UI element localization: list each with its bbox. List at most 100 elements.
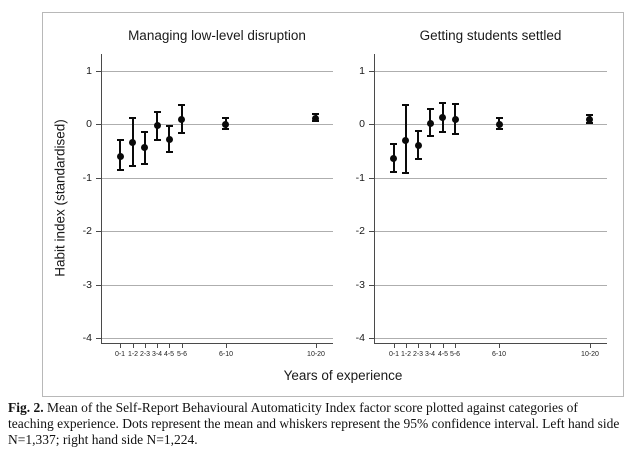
- x-tick-label: 10-20: [307, 351, 325, 358]
- plot-area: 1 0 -1 -2 -3 -4 0-1 1-2 2-3 3-4 4-5 5-6 6-10 10-20: [356, 54, 607, 358]
- mean-dot: [312, 114, 320, 122]
- whisker-cap-top: [426, 108, 434, 110]
- x-tick-label: 6-10: [218, 351, 233, 358]
- x-tick: [499, 343, 500, 348]
- x-tick: [590, 343, 591, 348]
- whisker-cap-top: [178, 104, 186, 106]
- mean-dot: [495, 120, 503, 128]
- whisker-cap-bottom: [141, 163, 149, 165]
- panel-title: Managing low-level disruption: [128, 28, 306, 43]
- whisker-cap-bottom: [495, 128, 503, 130]
- whisker-cap-bottom: [586, 122, 594, 124]
- whisker-cap-bottom: [153, 139, 161, 141]
- figure-border: [42, 12, 624, 397]
- mean-dot: [451, 115, 459, 123]
- mean-dot: [129, 138, 137, 146]
- x-tick-label: 0-1: [114, 351, 126, 358]
- gridline: [375, 178, 607, 179]
- x-tick: [455, 343, 456, 348]
- whisker-cap-top: [116, 139, 124, 141]
- gridline: [102, 71, 333, 72]
- y-tick: [96, 285, 102, 286]
- figure-caption: Fig. 2. Mean of the Self-Report Behaviou…: [8, 400, 622, 449]
- y-tick-label: 0: [86, 118, 92, 130]
- x-tick: [418, 343, 419, 348]
- gridline: [102, 338, 333, 339]
- mean-dot: [153, 121, 161, 129]
- caption-label: Fig. 2.: [8, 400, 44, 415]
- caption-text: Mean of the Self-Report Behavioural Auto…: [8, 400, 620, 448]
- mean-dot: [390, 154, 398, 162]
- mean-dot: [165, 135, 173, 143]
- x-tick-label: 3-4: [151, 351, 163, 358]
- x-tick-label: 5-6: [449, 351, 461, 358]
- mean-dot: [426, 119, 434, 127]
- y-tick: [369, 338, 375, 339]
- x-tick-label: 1-2: [127, 351, 139, 358]
- y-tick: [96, 178, 102, 179]
- gridline: [102, 178, 333, 179]
- x-tick-label: 2-3: [412, 351, 424, 358]
- y-tick-label: -4: [82, 332, 92, 344]
- mean-dot: [402, 136, 410, 144]
- y-tick-label: -3: [82, 279, 92, 291]
- whisker-cap-bottom: [178, 132, 186, 134]
- mean-dot: [141, 143, 149, 151]
- x-tick-label: 5-6: [176, 351, 188, 358]
- x-tick: [443, 343, 444, 348]
- mean-dot: [222, 120, 230, 128]
- x-tick-label: 6-10: [491, 351, 506, 358]
- y-tick-label: -2: [355, 225, 365, 237]
- y-tick: [369, 285, 375, 286]
- mean-dot: [586, 115, 594, 123]
- y-tick-label: -1: [82, 172, 92, 184]
- y-tick-label: 0: [359, 118, 365, 130]
- plot-area: 1 0 -1 -2 -3 -4 0-1 1-2 2-3 3-4 4-5 5-6 6-10 10-20: [83, 54, 333, 358]
- whisker-cap-bottom: [451, 133, 459, 135]
- y-tick: [96, 338, 102, 339]
- gridline: [102, 124, 333, 125]
- whisker-cap-bottom: [439, 131, 447, 133]
- x-tick: [145, 343, 146, 348]
- whisker-cap-top: [153, 111, 161, 113]
- x-tick: [406, 343, 407, 348]
- gridline: [375, 231, 607, 232]
- panel-title: Getting students settled: [419, 28, 562, 43]
- whisker-cap-top: [165, 125, 173, 127]
- whisker-cap-top: [586, 114, 594, 116]
- whisker-cap-top: [495, 117, 503, 119]
- y-tick: [369, 71, 375, 72]
- whisker-cap-bottom: [165, 151, 173, 153]
- x-tick: [157, 343, 158, 348]
- mean-dot: [414, 141, 422, 149]
- x-tick: [182, 343, 183, 348]
- whisker-cap-bottom: [222, 128, 230, 130]
- mean-dot: [439, 113, 447, 121]
- y-tick-label: 1: [359, 65, 365, 77]
- y-tick: [369, 178, 375, 179]
- x-tick-label: 1-2: [400, 351, 412, 358]
- mean-dot: [116, 152, 124, 160]
- x-tick: [133, 343, 134, 348]
- gridline: [102, 231, 333, 232]
- whisker-cap-top: [451, 103, 459, 105]
- y-tick-label: -1: [355, 172, 365, 184]
- x-tick-label: 4-5: [163, 351, 175, 358]
- x-tick-label: 3-4: [424, 351, 436, 358]
- whisker-cap-bottom: [414, 158, 422, 160]
- y-axis-label: Habit index (standardised): [52, 119, 68, 277]
- whisker-cap-top: [129, 117, 137, 119]
- whisker-cap-top: [222, 117, 230, 119]
- whisker-cap-bottom: [390, 171, 398, 173]
- whisker-cap-top: [402, 104, 410, 106]
- y-tick-label: 1: [86, 65, 92, 77]
- whisker-cap-bottom: [426, 135, 434, 137]
- y-tick: [96, 231, 102, 232]
- x-tick: [120, 343, 121, 348]
- x-axis-label: Years of experience: [283, 368, 403, 383]
- gridline: [375, 124, 607, 125]
- x-tick-label: 4-5: [437, 351, 449, 358]
- x-tick-label: 2-3: [139, 351, 151, 358]
- y-tick: [96, 124, 102, 125]
- x-tick: [430, 343, 431, 348]
